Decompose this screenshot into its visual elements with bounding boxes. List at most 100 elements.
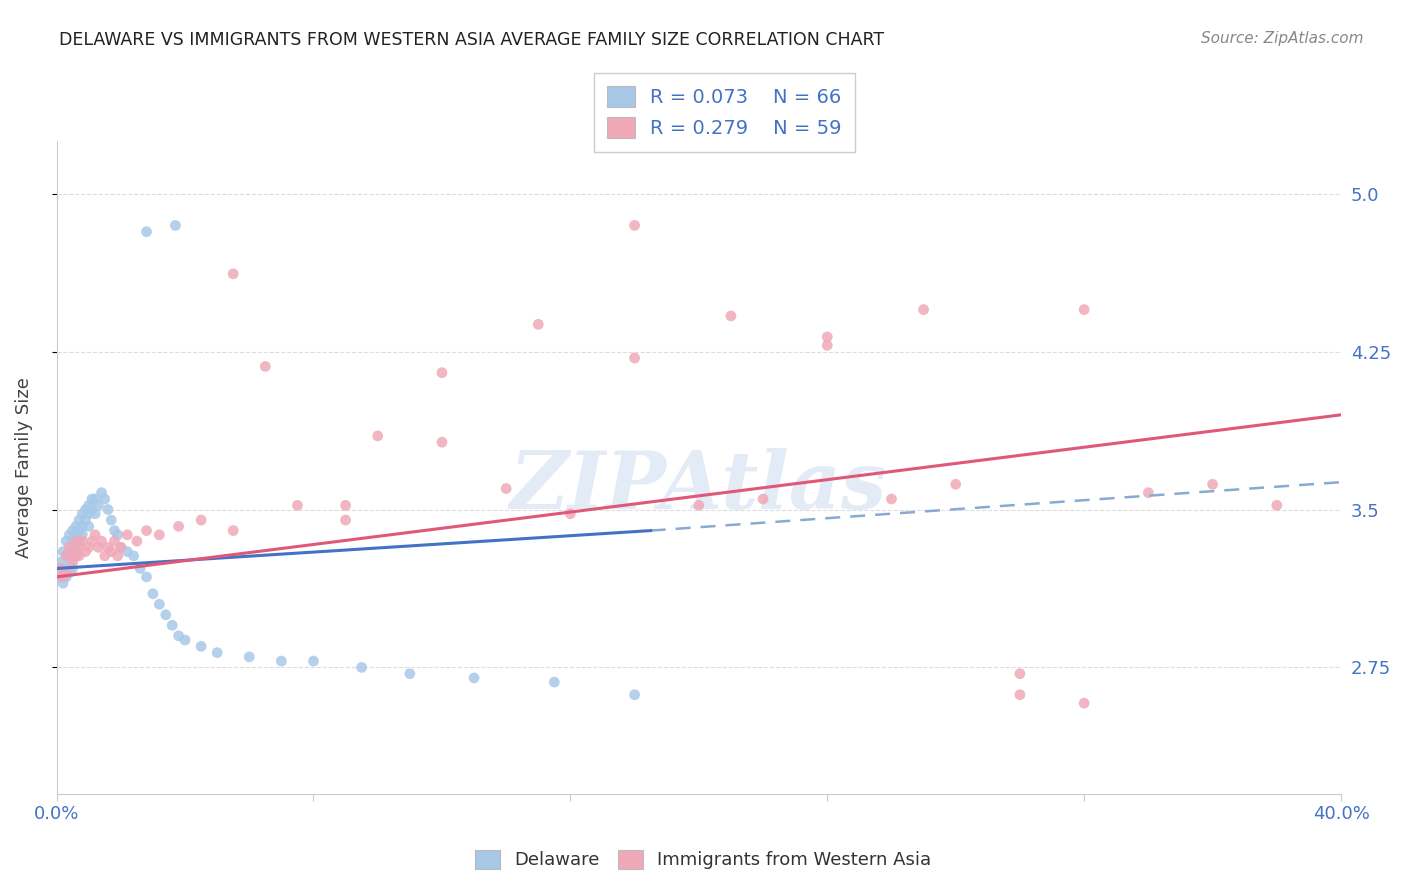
Point bbox=[55, 566, 77, 580]
Point bbox=[117, 528, 139, 542]
Point bbox=[67, 513, 90, 527]
Point bbox=[94, 491, 117, 506]
Point bbox=[84, 528, 107, 542]
Point bbox=[65, 519, 87, 533]
Point bbox=[94, 549, 117, 563]
Point bbox=[222, 267, 245, 281]
Point bbox=[55, 566, 77, 580]
Point bbox=[80, 502, 103, 516]
Point bbox=[190, 640, 212, 654]
Text: Source: ZipAtlas.com: Source: ZipAtlas.com bbox=[1201, 31, 1364, 46]
Point bbox=[97, 502, 120, 516]
Point bbox=[125, 534, 148, 549]
Point bbox=[1265, 499, 1288, 513]
Point bbox=[67, 524, 90, 538]
Point bbox=[1073, 696, 1095, 710]
Point bbox=[527, 318, 550, 332]
Point bbox=[84, 507, 107, 521]
Point bbox=[167, 629, 190, 643]
Y-axis label: Average Family Size: Average Family Size bbox=[15, 377, 32, 558]
Point bbox=[72, 507, 94, 521]
Point bbox=[302, 654, 325, 668]
Point bbox=[190, 513, 212, 527]
Point bbox=[97, 541, 120, 555]
Point bbox=[103, 534, 125, 549]
Text: ZIPAtlas: ZIPAtlas bbox=[510, 449, 887, 525]
Point bbox=[110, 541, 132, 555]
Point bbox=[135, 570, 157, 584]
Point bbox=[49, 570, 72, 584]
Point bbox=[430, 435, 453, 450]
Point bbox=[254, 359, 277, 374]
Point bbox=[752, 491, 775, 506]
Point bbox=[65, 549, 87, 563]
Point bbox=[55, 570, 77, 584]
Point bbox=[815, 338, 838, 352]
Point bbox=[80, 534, 103, 549]
Point bbox=[129, 561, 152, 575]
Point bbox=[148, 597, 170, 611]
Point bbox=[495, 482, 517, 496]
Point bbox=[350, 660, 373, 674]
Point bbox=[52, 544, 75, 558]
Point bbox=[1137, 485, 1160, 500]
Point bbox=[543, 675, 565, 690]
Point bbox=[75, 502, 97, 516]
Point bbox=[65, 541, 87, 555]
Point bbox=[688, 499, 710, 513]
Point bbox=[58, 528, 80, 542]
Point bbox=[107, 528, 129, 542]
Point bbox=[55, 549, 77, 563]
Point bbox=[1073, 302, 1095, 317]
Point bbox=[65, 549, 87, 563]
Point bbox=[142, 587, 165, 601]
Point bbox=[62, 549, 84, 563]
Point bbox=[77, 507, 100, 521]
Point bbox=[77, 541, 100, 555]
Point bbox=[58, 544, 80, 558]
Point bbox=[62, 555, 84, 569]
Point bbox=[65, 528, 87, 542]
Point bbox=[58, 541, 80, 555]
Point bbox=[75, 544, 97, 558]
Point bbox=[1008, 666, 1031, 681]
Point bbox=[77, 499, 100, 513]
Point bbox=[160, 618, 183, 632]
Point bbox=[52, 570, 75, 584]
Point bbox=[623, 688, 645, 702]
Point bbox=[90, 534, 112, 549]
Point bbox=[463, 671, 485, 685]
Point bbox=[100, 544, 122, 558]
Point bbox=[49, 555, 72, 569]
Point bbox=[107, 549, 129, 563]
Point bbox=[623, 351, 645, 365]
Point bbox=[135, 225, 157, 239]
Point bbox=[90, 485, 112, 500]
Point bbox=[174, 633, 197, 648]
Point bbox=[135, 524, 157, 538]
Point bbox=[238, 649, 260, 664]
Point bbox=[103, 524, 125, 538]
Point bbox=[110, 541, 132, 555]
Point bbox=[49, 561, 72, 575]
Point bbox=[77, 519, 100, 533]
Point bbox=[67, 541, 90, 555]
Point bbox=[623, 219, 645, 233]
Point bbox=[165, 219, 187, 233]
Point bbox=[55, 534, 77, 549]
Point bbox=[122, 549, 145, 563]
Point bbox=[67, 534, 90, 549]
Point bbox=[222, 524, 245, 538]
Point bbox=[62, 544, 84, 558]
Text: DELAWARE VS IMMIGRANTS FROM WESTERN ASIA AVERAGE FAMILY SIZE CORRELATION CHART: DELAWARE VS IMMIGRANTS FROM WESTERN ASIA… bbox=[59, 31, 884, 49]
Point bbox=[72, 528, 94, 542]
Point bbox=[205, 646, 228, 660]
Point bbox=[287, 499, 309, 513]
Point bbox=[335, 513, 357, 527]
Point bbox=[80, 491, 103, 506]
Point bbox=[62, 534, 84, 549]
Legend: R = 0.073    N = 66, R = 0.279    N = 59: R = 0.073 N = 66, R = 0.279 N = 59 bbox=[593, 72, 855, 152]
Point bbox=[367, 429, 389, 443]
Point bbox=[815, 330, 838, 344]
Point bbox=[560, 507, 582, 521]
